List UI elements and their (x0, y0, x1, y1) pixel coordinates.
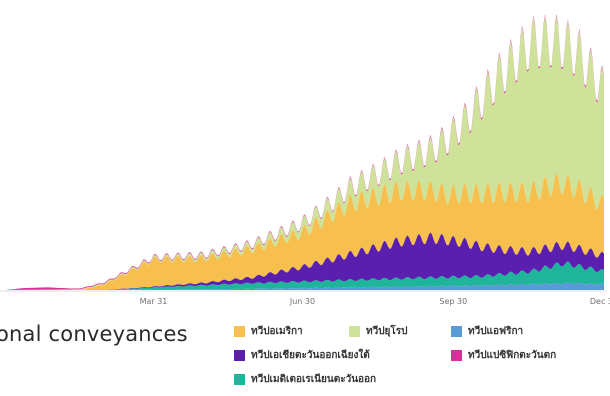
x-tick-label: Dec 31 (590, 297, 610, 306)
plot-area (6, 14, 604, 291)
series-area-1 (6, 261, 604, 290)
series-area-0 (6, 282, 604, 290)
x-axis-ticks: Mar 31 Jun 30 Sep 30 Dec 31 (140, 297, 610, 306)
series-area-2 (6, 232, 604, 290)
series-area-4 (6, 15, 604, 291)
x-tick-label: Sep 30 (439, 297, 467, 306)
series-area-3 (6, 172, 604, 290)
chart-title: onal conveyances (0, 322, 188, 346)
x-tick-label: Jun 30 (289, 297, 315, 306)
x-tick-label: Mar 31 (140, 297, 168, 306)
